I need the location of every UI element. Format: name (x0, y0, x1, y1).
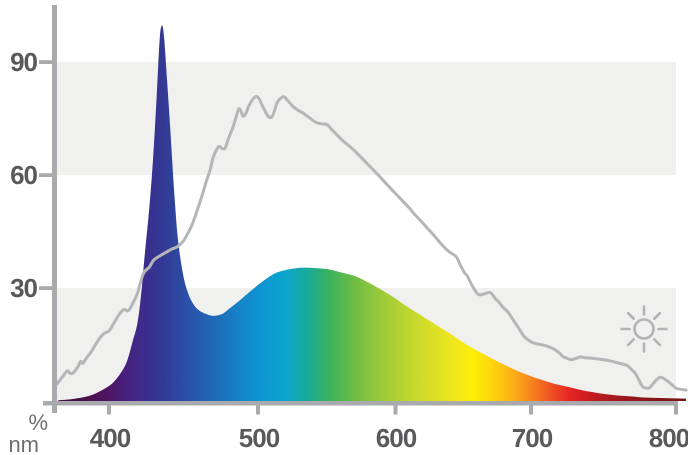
y-tick-30 (39, 286, 52, 290)
y-tick-label-30: 30 (10, 273, 37, 303)
x-tick-700 (529, 405, 533, 415)
x-tick-label-700: 700 (512, 423, 553, 453)
y-tick-label-90: 90 (10, 47, 37, 77)
y-tick-label-60: 60 (10, 160, 37, 190)
x-tick-800 (674, 405, 678, 415)
x-tick-label-800: 800 (649, 423, 688, 453)
x-tick-500 (256, 405, 260, 415)
x-tick-label-500: 500 (239, 423, 280, 453)
x-tick-label-600: 600 (376, 423, 417, 453)
sun-icon (620, 305, 668, 353)
x-tick-400 (107, 405, 111, 415)
x-tick-600 (393, 405, 398, 415)
y-axis-unit-label: % (28, 410, 48, 435)
daylight-reference-curve (55, 94, 688, 392)
y-tick-60 (39, 173, 52, 177)
x-axis-unit-label: nm (8, 432, 39, 455)
x-axis-line (43, 401, 678, 406)
lamp-spectrum-fill (58, 25, 687, 401)
y-tick-90 (39, 60, 52, 64)
grid-band-60-90 (57, 62, 676, 175)
y-axis-line (52, 5, 57, 413)
x-tick-label-400: 400 (90, 423, 131, 453)
